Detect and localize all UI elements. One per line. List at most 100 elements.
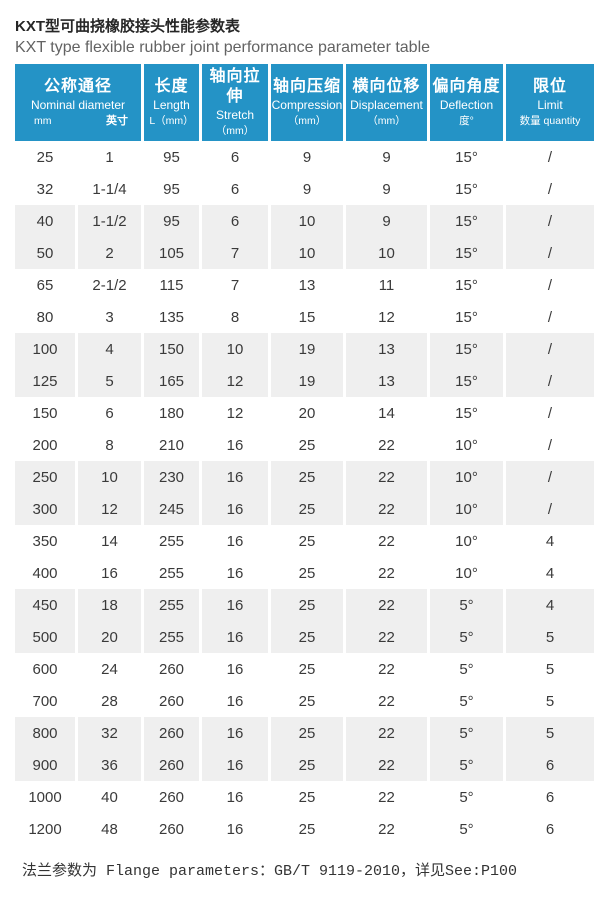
- table-cell: 22: [346, 813, 427, 845]
- table-cell: 25: [271, 717, 343, 749]
- table-cell: 95: [144, 205, 199, 237]
- table-row: 450 18 255 16 25 22 5° 4: [15, 589, 594, 621]
- table-cell: 260: [144, 685, 199, 717]
- table-cell: 65: [15, 269, 75, 301]
- table-cell: 25: [271, 685, 343, 717]
- table-row: 50 2 105 7 10 10 15° /: [15, 237, 594, 269]
- table-cell: 2: [78, 237, 141, 269]
- table-cell: 22: [346, 525, 427, 557]
- table-cell: 300: [15, 493, 75, 525]
- col-header-stretch: 轴向拉伸 Stretch （mm）: [202, 64, 268, 141]
- table-cell: 16: [202, 685, 268, 717]
- table-cell: 25: [271, 493, 343, 525]
- col-header-zh: 长度: [154, 78, 189, 95]
- table-cell: 15°: [430, 205, 503, 237]
- table-cell: 245: [144, 493, 199, 525]
- table-cell: 5°: [430, 813, 503, 845]
- table-cell: 500: [15, 621, 75, 653]
- table-cell: 4: [506, 525, 594, 557]
- col-header-en: Limit: [537, 98, 563, 112]
- table-cell: 5°: [430, 685, 503, 717]
- table-cell: 6: [506, 781, 594, 813]
- table-cell: 9: [346, 173, 427, 205]
- table-cell: 5°: [430, 749, 503, 781]
- table-cell: 3: [78, 301, 141, 333]
- table-cell: 25: [271, 653, 343, 685]
- page-title-zh: KXT型可曲挠橡胶接头性能参数表: [15, 18, 241, 35]
- table-cell: 260: [144, 717, 199, 749]
- table-cell: 25: [271, 621, 343, 653]
- table-cell: 16: [202, 525, 268, 557]
- table-row: 900 36 260 16 25 22 5° 6: [15, 749, 594, 781]
- table-row: 1000 40 260 16 25 22 5° 6: [15, 781, 594, 813]
- table-cell: 15: [271, 301, 343, 333]
- table-cell: 15°: [430, 301, 503, 333]
- table-cell: 135: [144, 301, 199, 333]
- table-cell: 13: [346, 365, 427, 397]
- table-cell: 1000: [15, 781, 75, 813]
- table-cell: 255: [144, 621, 199, 653]
- table-cell: 16: [202, 621, 268, 653]
- page-header: KXT型可曲挠橡胶接头性能参数表 KXT type flexible rubbe…: [0, 0, 600, 58]
- col-header-en: Nominal diameter: [30, 98, 126, 112]
- table-cell: 900: [15, 749, 75, 781]
- table-cell: 48: [78, 813, 141, 845]
- table-cell: 10: [271, 237, 343, 269]
- table-cell: 700: [15, 685, 75, 717]
- table-cell: /: [506, 493, 594, 525]
- col-header-en: Compression: [271, 98, 343, 112]
- col-header-unit: （mm）: [215, 125, 255, 137]
- table-cell: 150: [144, 333, 199, 365]
- col-header-en: Stretch: [215, 108, 254, 122]
- table-cell: 16: [202, 781, 268, 813]
- table-cell: /: [506, 333, 594, 365]
- table-cell: 9: [271, 173, 343, 205]
- table-cell: 24: [78, 653, 141, 685]
- col-header-zh: 限位: [532, 78, 567, 95]
- table-cell: 16: [202, 429, 268, 461]
- col-header-en: Displacement: [350, 98, 423, 112]
- table-cell: 22: [346, 717, 427, 749]
- table-cell: 18: [78, 589, 141, 621]
- col-header-length: 长度 Length L（mm）: [144, 64, 199, 141]
- table-cell: 50: [15, 237, 75, 269]
- table-row: 125 5 165 12 19 13 15° /: [15, 365, 594, 397]
- table-cell: 10°: [430, 461, 503, 493]
- col-header-units: mm 英寸: [15, 115, 141, 128]
- table-row: 700 28 260 16 25 22 5° 5: [15, 685, 594, 717]
- table-cell: 16: [202, 589, 268, 621]
- table-cell: 10°: [430, 429, 503, 461]
- table-cell: 6: [78, 397, 141, 429]
- table-cell: 12: [78, 493, 141, 525]
- table-cell: 9: [271, 141, 343, 173]
- col-header-en: Length: [153, 98, 190, 112]
- table-cell: 10°: [430, 493, 503, 525]
- table-cell: 19: [271, 333, 343, 365]
- col-header-unit: （mm）: [287, 115, 327, 127]
- col-header-displacement: 横向位移 Displacement （mm）: [346, 64, 427, 141]
- table-cell: 22: [346, 653, 427, 685]
- table-row: 400 16 255 16 25 22 10° 4: [15, 557, 594, 589]
- table-row: 250 10 230 16 25 22 10° /: [15, 461, 594, 493]
- table-cell: 1-1/4: [78, 173, 141, 205]
- table-cell: 5°: [430, 717, 503, 749]
- table-cell: 22: [346, 621, 427, 653]
- table-cell: 6: [202, 173, 268, 205]
- col-header-unit: 数量 quantity: [519, 115, 581, 127]
- table-cell: 260: [144, 653, 199, 685]
- table-cell: 10: [271, 205, 343, 237]
- table-cell: 5°: [430, 653, 503, 685]
- table-cell: 14: [78, 525, 141, 557]
- table-cell: 105: [144, 237, 199, 269]
- table-cell: /: [506, 429, 594, 461]
- table-cell: 14: [346, 397, 427, 429]
- table-row: 300 12 245 16 25 22 10° /: [15, 493, 594, 525]
- table-cell: 22: [346, 493, 427, 525]
- table-cell: 125: [15, 365, 75, 397]
- col-header-deflection: 偏向角度 Deflection 度°: [430, 64, 503, 141]
- table-cell: 450: [15, 589, 75, 621]
- table-cell: 255: [144, 525, 199, 557]
- table-cell: 8: [78, 429, 141, 461]
- table-cell: 10: [202, 333, 268, 365]
